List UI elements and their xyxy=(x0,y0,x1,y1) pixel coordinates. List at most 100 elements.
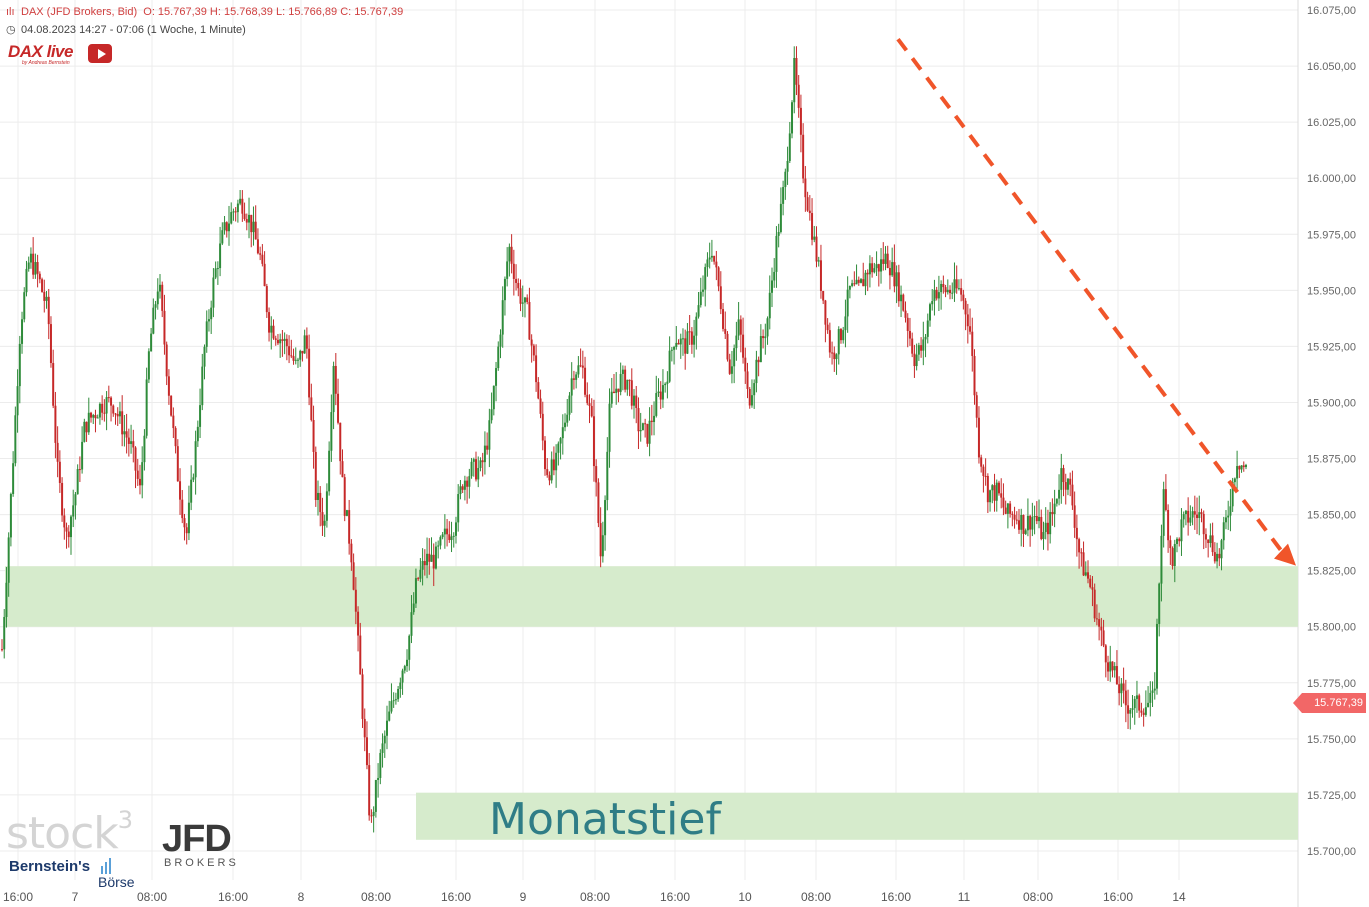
candle-body xyxy=(483,445,486,463)
candle-body xyxy=(265,286,268,313)
candle-body xyxy=(766,318,769,337)
candle-body xyxy=(837,329,840,355)
candle-body xyxy=(1171,548,1174,566)
candle-body xyxy=(1149,692,1152,703)
candle-body xyxy=(190,479,193,503)
candle-body xyxy=(96,417,99,419)
candle-body xyxy=(1107,662,1110,672)
candle-body xyxy=(684,338,687,354)
candle-body xyxy=(1213,552,1216,562)
candle-body xyxy=(1089,578,1092,588)
candle-body xyxy=(699,291,702,306)
candle-body xyxy=(154,304,157,308)
candle-body xyxy=(495,368,498,386)
candle-body xyxy=(279,339,282,344)
candle-body xyxy=(187,502,190,534)
bernstein-logo: Bernstein's xyxy=(9,858,91,875)
candle-body xyxy=(628,379,631,381)
candle-body xyxy=(595,466,598,483)
y-tick-label: 15.875,00 xyxy=(1307,454,1356,466)
candle-body xyxy=(276,339,279,344)
candle-body xyxy=(510,246,513,264)
candle-body xyxy=(1236,466,1239,479)
candle-body xyxy=(590,405,593,417)
candle-body xyxy=(679,338,682,345)
candle-body xyxy=(880,259,883,272)
candle-body xyxy=(1162,489,1165,536)
candle-body xyxy=(577,365,580,375)
candle-body xyxy=(710,255,713,258)
candle-body xyxy=(497,346,500,369)
candle-body xyxy=(599,523,602,557)
candle-body xyxy=(835,354,838,360)
candle-body xyxy=(388,711,391,721)
candle-body xyxy=(1118,684,1121,694)
candle-body xyxy=(1073,505,1076,528)
candle-body xyxy=(610,391,613,404)
candle-body xyxy=(401,670,404,683)
candle-body xyxy=(49,324,52,364)
instrument-header: ılı DAX (JFD Brokers, Bid) O: 15.767,39 H… xyxy=(6,6,403,18)
candle-body xyxy=(828,330,831,353)
candle-body xyxy=(911,338,914,354)
candle-body xyxy=(1127,705,1130,714)
candle-body xyxy=(1245,465,1247,468)
y-tick-label: 15.850,00 xyxy=(1307,510,1356,522)
candle-body xyxy=(902,294,905,311)
candle-body xyxy=(492,385,495,410)
candle-body xyxy=(935,289,938,299)
candle-body xyxy=(365,737,368,766)
candle-body xyxy=(770,280,773,293)
x-tick-label: 16:00 xyxy=(1103,890,1133,904)
candle-body xyxy=(383,735,386,744)
candle-body xyxy=(219,243,222,269)
candle-body xyxy=(263,263,266,287)
timerange-text: 04.08.2023 14:27 - 07:06 (1 Woche, 1 Min… xyxy=(21,24,246,36)
candle-body xyxy=(357,611,360,636)
candle-body xyxy=(826,324,829,331)
candle-body xyxy=(897,272,900,302)
candle-body xyxy=(564,422,567,428)
candle-body xyxy=(986,475,989,503)
candle-body xyxy=(459,486,462,495)
candle-body xyxy=(566,414,569,423)
candle-body xyxy=(726,333,729,360)
candle-body xyxy=(657,391,660,394)
candle-body xyxy=(1049,511,1052,535)
candle-body xyxy=(664,383,667,386)
candle-body xyxy=(690,331,693,345)
candle-body xyxy=(294,359,297,361)
candle-body xyxy=(668,350,671,382)
x-axis: 16:00 7 08:00 16:00 8 08:00 16:00 9 08:00 16:00 10… xyxy=(3,890,1186,904)
candle-body xyxy=(132,441,135,448)
candle-body xyxy=(1053,503,1056,515)
candle-body xyxy=(548,475,551,481)
candle-body xyxy=(308,348,311,398)
candle-body xyxy=(940,283,943,293)
trend-arrow xyxy=(896,37,1296,566)
candle-body xyxy=(274,338,277,340)
y-tick-label: 15.950,00 xyxy=(1307,285,1356,297)
candle-body xyxy=(773,271,776,281)
candle-body xyxy=(786,160,789,172)
candle-body xyxy=(1038,516,1041,522)
candle-body xyxy=(612,391,615,393)
candle-body xyxy=(477,467,480,480)
candle-body xyxy=(1164,489,1167,510)
candle-body xyxy=(185,527,188,534)
y-tick-label: 15.975,00 xyxy=(1307,229,1356,241)
candle-body xyxy=(1026,515,1029,531)
candle-body xyxy=(74,494,77,506)
candle-body xyxy=(969,326,972,332)
candle-body xyxy=(1209,535,1212,544)
candle-body xyxy=(543,440,546,470)
candle-body xyxy=(575,374,578,380)
candle-body xyxy=(795,57,798,85)
candle-body xyxy=(1200,512,1203,514)
candle-body xyxy=(570,378,573,396)
candle-body xyxy=(688,331,691,333)
candle-body xyxy=(305,335,308,349)
candle-body xyxy=(1095,618,1098,620)
boerse-text: Börse xyxy=(98,874,135,890)
